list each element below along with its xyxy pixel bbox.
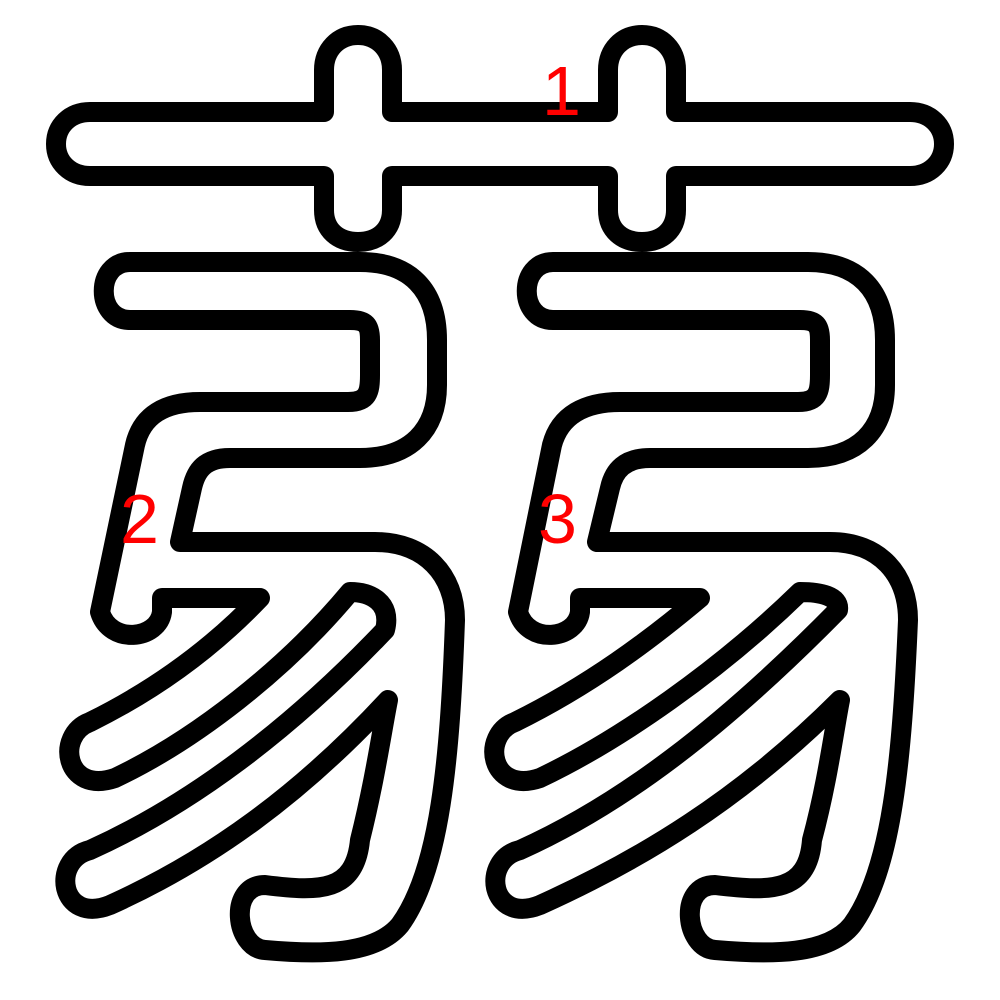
stroke-number-2: 2 <box>120 480 159 558</box>
stroke-3-right-bow <box>484 252 918 963</box>
stroke-number-3: 3 <box>538 480 577 558</box>
stroke-1-grass-radical <box>46 25 954 252</box>
grass-radical-outline <box>46 25 954 252</box>
stroke-number-1: 1 <box>542 52 581 130</box>
stroke-2-left-bow <box>55 252 465 963</box>
right-bow-outline <box>484 252 918 963</box>
left-bow-outline <box>55 252 465 963</box>
